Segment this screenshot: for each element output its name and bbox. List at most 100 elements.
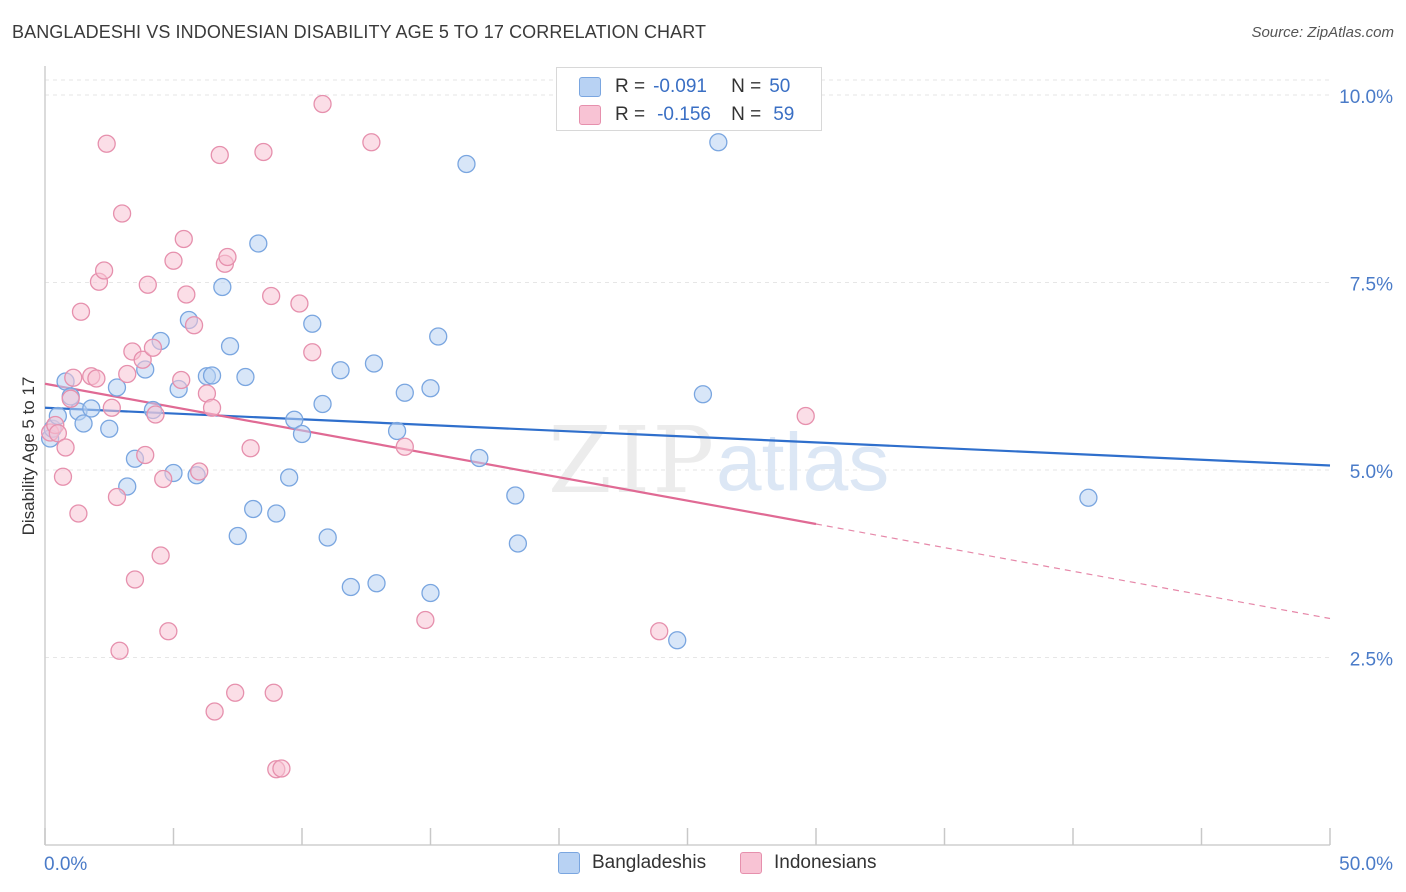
x-tick-label: 50.0% xyxy=(1339,854,1393,875)
bangladeshi-point xyxy=(470,448,489,468)
bangladeshi-point xyxy=(74,414,93,433)
bangladeshi-point xyxy=(506,486,525,505)
legend-n-label: N = xyxy=(731,104,762,125)
indonesian-point xyxy=(205,702,224,721)
legend-swatch-pink xyxy=(579,105,601,125)
indonesian-point xyxy=(202,398,222,417)
indonesian-point xyxy=(241,439,260,458)
bangladeshi-point xyxy=(668,631,687,650)
indonesian-point xyxy=(61,389,80,408)
legend-label: Indonesians xyxy=(774,852,877,873)
legend-r-label: R = xyxy=(615,104,646,125)
tick-labels: 2.5% 5.0% 7.5% 10.0% 0.0% 50.0% xyxy=(44,87,1393,875)
bangladeshi-point xyxy=(693,385,713,404)
bangladeshi-point xyxy=(318,528,337,547)
indonesian-point xyxy=(154,469,173,489)
indonesian-point xyxy=(262,286,281,306)
indonesian-point xyxy=(151,546,170,565)
bangladeshi-point xyxy=(279,468,299,487)
indonesian-point xyxy=(107,487,127,507)
indonesian-point xyxy=(143,338,163,357)
legend-swatch-pink xyxy=(740,852,762,874)
indonesian-point xyxy=(146,405,165,424)
indonesian-point xyxy=(64,368,83,387)
axes xyxy=(44,66,1331,846)
indonesian-point xyxy=(69,504,88,523)
y-axis-label: Disability Age 5 to 17 xyxy=(19,377,38,536)
bangladeshi-point xyxy=(709,133,728,152)
bangladeshi-point xyxy=(387,421,407,441)
indonesian-point xyxy=(290,294,309,313)
legend-item-bangladeshis: Bangladeshis xyxy=(558,852,706,874)
bangladeshi-point xyxy=(457,154,476,174)
indonesian-point xyxy=(184,316,204,335)
indonesian-point xyxy=(395,437,414,456)
indonesian-point xyxy=(138,275,157,294)
indonesian-point xyxy=(190,462,209,481)
indonesian-point xyxy=(272,759,291,778)
legend-n-label: N = xyxy=(731,76,762,97)
bangladeshi-point xyxy=(244,499,263,519)
bangladeshi-point xyxy=(421,583,440,603)
indonesian-point xyxy=(210,145,229,165)
indonesian-point xyxy=(172,370,191,390)
bangladeshi-point xyxy=(220,337,240,356)
series-legend: Bangladeshis Indonesians xyxy=(0,852,1406,876)
bangladeshi-point xyxy=(331,361,350,380)
gridlines xyxy=(45,79,1330,658)
legend-n-value: 50 xyxy=(769,76,791,97)
watermark-atlas: atlas xyxy=(716,417,889,508)
bangladeshi-point xyxy=(107,378,127,397)
indonesian-point xyxy=(97,134,116,153)
bangladeshi-point xyxy=(364,354,384,373)
y-tick-label: 7.5% xyxy=(1350,275,1393,296)
bangladeshi-point xyxy=(395,383,414,402)
y-tick-label: 10.0% xyxy=(1339,87,1393,108)
bangladeshi-point xyxy=(100,419,119,438)
bangladeshi-point xyxy=(236,367,255,387)
bangladeshi-point xyxy=(303,314,322,333)
source-label: Source: ZipAtlas.com xyxy=(1251,24,1394,41)
bangladeshi-point xyxy=(341,577,360,597)
data-points xyxy=(40,94,1098,779)
indonesian-point xyxy=(362,133,381,152)
correlation-legend: R = -0.091 N = 50 R = -0.156 N = 59 xyxy=(556,67,822,131)
bangladeshi-point xyxy=(292,424,312,444)
watermark-zip: ZIP xyxy=(548,407,716,514)
indonesian-point xyxy=(110,641,129,660)
legend-n-value: 59 xyxy=(773,104,795,125)
indonesian-point xyxy=(56,438,75,457)
indonesian-point xyxy=(48,424,67,443)
bangladeshi-point xyxy=(313,394,332,414)
watermark: ZIP atlas xyxy=(548,407,889,514)
indonesian-point xyxy=(53,467,73,486)
bangladeshi-point xyxy=(367,574,386,593)
bangladeshi-point xyxy=(285,410,304,429)
indonesian-point xyxy=(125,570,145,589)
indonesian-point xyxy=(118,364,137,384)
y-tick-label: 5.0% xyxy=(1350,462,1393,483)
bangladeshi-point xyxy=(1079,488,1098,507)
indonesian-point xyxy=(94,261,114,280)
legend-swatch-blue xyxy=(558,852,580,874)
indonesian-point xyxy=(226,683,245,702)
indonesian-point xyxy=(416,610,435,630)
indonesian-point xyxy=(159,622,178,641)
indonesian-point xyxy=(71,302,91,321)
bangladeshi-point xyxy=(82,399,101,418)
bangladeshi-point xyxy=(508,534,528,553)
bangladeshi-point xyxy=(429,327,448,346)
bangladeshi-point xyxy=(202,366,222,385)
legend-r-value: -0.156 xyxy=(657,104,711,125)
indonesian-point xyxy=(174,229,193,249)
indonesian-trend-line xyxy=(44,382,817,526)
indonesian-point xyxy=(303,343,322,362)
legend-label: Bangladeshis xyxy=(592,852,707,873)
indonesian-point xyxy=(177,285,196,304)
bangladeshi-point xyxy=(421,379,440,398)
bangladeshi-point xyxy=(267,504,286,523)
legend-item-indonesians: Indonesians xyxy=(740,852,876,874)
legend-r-label: R = xyxy=(615,76,646,97)
bangladeshi-point xyxy=(228,526,247,546)
x-tick-label: 0.0% xyxy=(44,854,87,875)
